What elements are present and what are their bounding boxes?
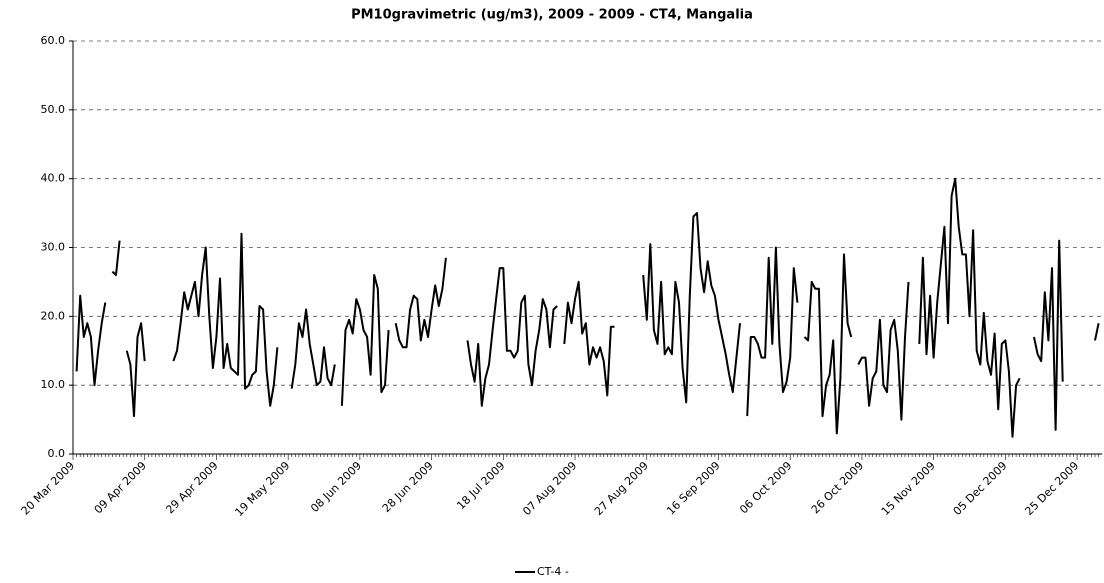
y-tick-label: 40.0 [41,172,66,185]
y-tick-label: 50.0 [41,103,66,116]
x-tick-label: 05 Dec 2009 [951,459,1010,518]
y-tick-label: 10.0 [41,378,66,391]
x-tick-label: 08 Jun 2009 [308,459,364,515]
y-tick-label: 0.0 [48,447,66,460]
x-tick-label: 26 Oct 2009 [809,459,866,516]
x-tick-label: 20 Mar 2009 [19,459,78,518]
x-tick-label: 29 Apr 2009 [163,459,220,516]
legend-label: CT-4 - [537,565,569,578]
x-tick-label: 09 Apr 2009 [92,459,149,516]
data-line [75,177,1100,438]
x-tick-label: 19 May 2009 [232,459,292,519]
y-tick-label: 30.0 [41,241,66,254]
chart-title: PM10gravimetric (ug/m3), 2009 - 2009 - C… [351,8,753,23]
x-tick-label: 16 Sep 2009 [664,459,722,517]
x-tick-label: 25 Dec 2009 [1022,459,1081,518]
x-tick-label: 28 Jun 2009 [380,459,436,515]
y-tick-label: 60.0 [41,34,66,47]
x-tick-label: 15 Nov 2009 [879,459,938,518]
y-tick-label: 20.0 [41,309,66,322]
x-tick-label: 27 Aug 2009 [592,459,651,518]
x-tick-label: 06 Oct 2009 [737,459,794,516]
x-tick-label: 07 Aug 2009 [520,459,579,518]
x-tick-label: 18 Jul 2009 [454,459,507,512]
